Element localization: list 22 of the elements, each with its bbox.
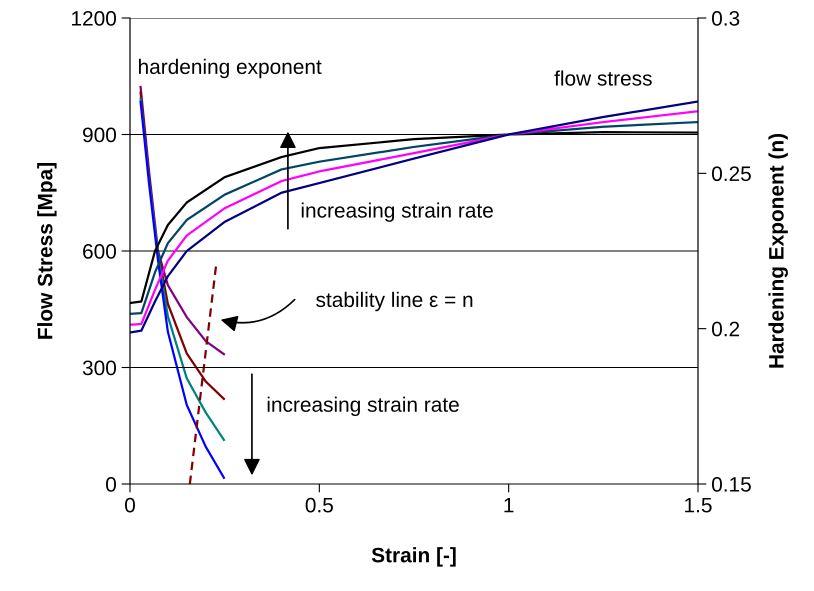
y2-axis-title: Hardening Exponent (n) — [768, 134, 788, 368]
annotation: hardening exponent — [139, 58, 322, 78]
annotation: stability line ε = n — [316, 292, 472, 312]
y-axis-title: Flow Stress [Mpa] — [37, 163, 57, 339]
y2-tick-label: 0.3 — [712, 11, 740, 26]
y-tick-label: 300 — [82, 360, 116, 376]
y2-tick-label: 0.2 — [712, 322, 740, 336]
x-tick-label: 1 — [504, 498, 514, 512]
x-tick-label: 1.5 — [685, 498, 712, 512]
y-tick-label: 0 — [106, 477, 116, 492]
y2-tick-label: 0.25 — [712, 166, 751, 182]
x-tick-label: 0.5 — [306, 498, 333, 512]
y2-tick-label: 0.15 — [712, 477, 751, 492]
annotation: flow stress — [554, 70, 652, 86]
line-series — [139, 86, 226, 356]
x-axis-title: Strain [-] — [372, 547, 456, 567]
y-tick-label: 600 — [83, 244, 116, 259]
y-tick-label: 900 — [83, 128, 116, 142]
x-tick-label: 0 — [125, 498, 135, 512]
y-tick-label: 1200 — [72, 11, 116, 26]
annotation: increasing strain rate — [268, 396, 459, 416]
annotation: increasing strain rate — [302, 202, 493, 222]
